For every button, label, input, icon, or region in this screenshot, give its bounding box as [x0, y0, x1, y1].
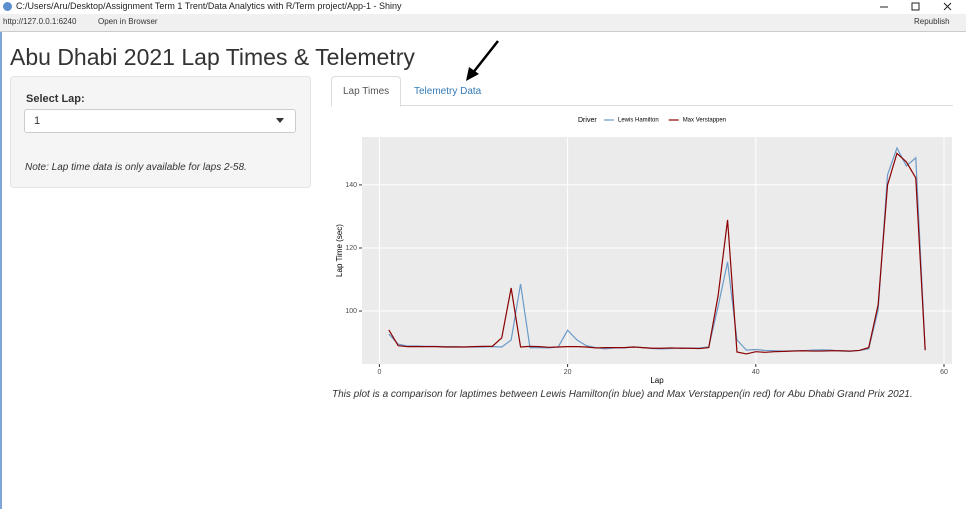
- x-tick-label: 60: [940, 369, 948, 376]
- tab-active[interactable]: Lap Times: [331, 76, 401, 107]
- chart: 100 120 140 0 20 40 60 Lap Lap Time (sec) Driver L…: [335, 117, 952, 385]
- window-controls: [880, 2, 952, 11]
- annotation-arrow: [466, 40, 499, 81]
- x-tick-label: 20: [564, 369, 572, 376]
- republish[interactable]: Republish: [914, 17, 950, 26]
- lap-select[interactable]: 1: [24, 109, 296, 133]
- y-tick-label: 100: [345, 308, 357, 315]
- selected-lap: 1: [34, 115, 41, 127]
- app-icon: [3, 2, 12, 11]
- y-tick-label: 140: [345, 182, 357, 189]
- toolbar: http://127.0.0.1:6240 Open in Browser Re…: [0, 14, 966, 32]
- tab-label: Lap Times: [343, 86, 390, 97]
- title-bar: C:/Users/Aru/Desktop/Assignment Term 1 T…: [0, 0, 966, 14]
- x-axis-label: Lap: [650, 376, 664, 385]
- y-axis-label: Lap Time (sec): [335, 224, 344, 277]
- caption: This plot is a comparison for laptimes b…: [332, 389, 913, 400]
- url: http://127.0.0.1:6240: [3, 17, 77, 26]
- open-in-browser[interactable]: Open in Browser: [98, 17, 158, 26]
- tab[interactable]: Telemetry Data: [414, 86, 482, 97]
- sidebar: Select Lap: 1 Note: Lap time data is onl…: [10, 76, 311, 188]
- window-border: [0, 32, 2, 509]
- select-label: Select Lap:: [26, 93, 85, 105]
- tab-strip: [331, 105, 953, 106]
- legend-label: Lewis Hamilton: [618, 118, 659, 124]
- x-tick-label: 40: [752, 369, 760, 376]
- legend-title: Driver: [578, 117, 597, 124]
- note: Note: Lap time data is only available fo…: [25, 162, 247, 173]
- y-tick-label: 120: [345, 245, 357, 252]
- app-title: Abu Dhabi 2021 Lap Times & Telemetry: [10, 44, 415, 70]
- x-tick-label: 0: [377, 369, 381, 376]
- legend-label: Max Verstappen: [683, 118, 726, 124]
- series-line: [388, 152, 926, 355]
- window-title: C:/Users/Aru/Desktop/Assignment Term 1 T…: [16, 1, 402, 11]
- dropdown-arrow: [276, 118, 284, 123]
- plot-panel: [362, 137, 952, 364]
